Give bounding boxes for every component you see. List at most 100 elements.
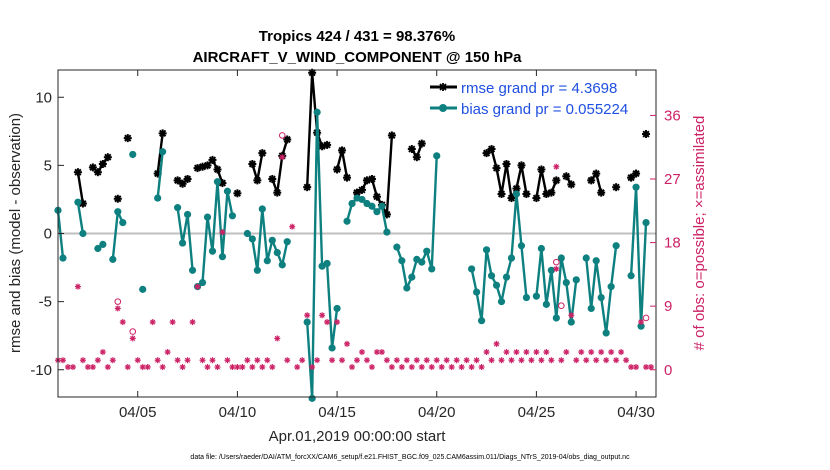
bias-point (303, 318, 311, 326)
rmse-point (632, 169, 641, 178)
bias-point (278, 261, 286, 269)
bias-point (502, 273, 511, 281)
rmse-point (587, 176, 596, 185)
rmse-point (203, 161, 212, 170)
nobs-assimilated-point (508, 357, 515, 364)
rmse-point (407, 145, 416, 154)
rmse-point (517, 161, 526, 170)
rmse-point (303, 183, 312, 192)
rmse-point (73, 168, 82, 177)
bias-line-segment (470, 192, 528, 322)
rmse-point (208, 155, 217, 164)
legend-entry-rmse: rmse grand pr = 4.3698 (430, 80, 617, 97)
nobs-assimilated-point (189, 319, 196, 326)
legend: rmse grand pr = 4.3698 bias grand pr = 0… (430, 80, 628, 118)
nobs-assimilated-point (428, 364, 435, 371)
bias-point (582, 254, 590, 262)
bias-point (587, 304, 595, 313)
nobs-assimilated-point (623, 357, 630, 364)
nobs-assimilated-point (558, 357, 565, 364)
series-bias (54, 108, 650, 402)
nobs-assimilated-point (373, 349, 380, 356)
nobs-assimilated-point (289, 223, 296, 230)
rmse-point (487, 145, 496, 154)
bias-point (592, 257, 600, 265)
bias-point (567, 318, 575, 326)
rmse-point (612, 183, 621, 192)
bias-point (253, 266, 261, 274)
series-nobs_assimilated (55, 154, 655, 371)
nobs-assimilated-point (124, 364, 131, 371)
bias-point (477, 317, 486, 325)
rmse-point (567, 180, 576, 189)
nobs-assimilated-point (174, 357, 181, 364)
rmse-point (492, 164, 501, 173)
nobs-assimilated-point (603, 357, 610, 364)
rmse-point (537, 165, 546, 174)
nobs-assimilated-point (483, 349, 490, 356)
nobs-assimilated-point (363, 357, 370, 364)
rmse-point (562, 172, 571, 181)
y-axis-label-right: # of obs: o=possible; ×=assimilated (691, 116, 708, 351)
nobs-assimilated-point (309, 364, 316, 371)
rmse-line-segment (271, 139, 289, 194)
legend-entry-bias: bias grand pr = 0.055224 (430, 101, 628, 118)
rmse-point (482, 149, 491, 158)
nobs-assimilated-point (199, 357, 206, 364)
y-tick-label: -5 (39, 294, 52, 311)
nobs-assimilated-point (104, 364, 111, 371)
y-tick-label: 5 (44, 157, 52, 174)
bias-point (497, 298, 506, 306)
nobs-assimilated-point (493, 340, 500, 347)
nobs-assimilated-point (339, 357, 346, 364)
nobs-assimilated-point (528, 357, 535, 364)
nobs-assimilated-point (214, 364, 221, 371)
bias-point (612, 242, 620, 250)
bias-point (522, 293, 531, 302)
rmse-point (547, 188, 556, 197)
y-right-tick-label: 27 (664, 171, 681, 188)
nobs-assimilated-point (254, 357, 261, 364)
bias-point (562, 278, 570, 287)
nobs-assimilated-point (209, 357, 216, 364)
nobs-assimilated-point (224, 357, 231, 364)
rmse-point (522, 189, 531, 198)
bias-point (323, 259, 331, 268)
bias-point (109, 255, 117, 263)
nobs-assimilated-point (59, 357, 66, 364)
nobs-assimilated-point (324, 319, 331, 326)
bias-point (423, 247, 431, 255)
bias-point (139, 285, 147, 293)
legend-rmse-marker (439, 83, 447, 91)
nobs-assimilated-point (533, 349, 540, 356)
y-tick-label: -10 (30, 362, 52, 379)
nobs-assimilated-point (563, 349, 570, 356)
x-tick-label: 04/05 (119, 404, 157, 421)
bias-point (273, 248, 281, 257)
legend-bias-marker (439, 104, 447, 112)
bias-point (487, 272, 496, 280)
nobs-assimilated-point (294, 364, 301, 371)
bias-point (178, 239, 187, 247)
bias-point (428, 265, 436, 273)
rmse-point (123, 134, 132, 143)
y-right-tick-label: 9 (664, 298, 672, 315)
bias-point (532, 292, 541, 300)
nobs-assimilated-point (453, 357, 460, 364)
nobs-assimilated-point (114, 305, 121, 312)
rmse-point (213, 165, 222, 174)
nobs-assimilated-point (578, 349, 585, 356)
nobs-assimilated-point (314, 357, 321, 364)
rmse-point (343, 173, 352, 182)
nobs-assimilated-point (344, 340, 351, 347)
nobs-assimilated-point (443, 357, 450, 364)
nobs-assimilated-point (179, 364, 186, 371)
nobs-assimilated-point (99, 349, 106, 356)
bias-point (572, 276, 580, 284)
bias-point (59, 254, 67, 262)
chart-title: Tropics 424 / 431 = 98.376% (259, 28, 455, 45)
nobs-assimilated-point (368, 364, 375, 371)
nobs-possible-point (114, 298, 122, 305)
bias-point (313, 108, 321, 116)
bias-point (203, 213, 212, 221)
